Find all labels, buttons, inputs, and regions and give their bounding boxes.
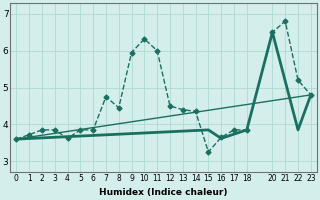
X-axis label: Humidex (Indice chaleur): Humidex (Indice chaleur) bbox=[99, 188, 228, 197]
